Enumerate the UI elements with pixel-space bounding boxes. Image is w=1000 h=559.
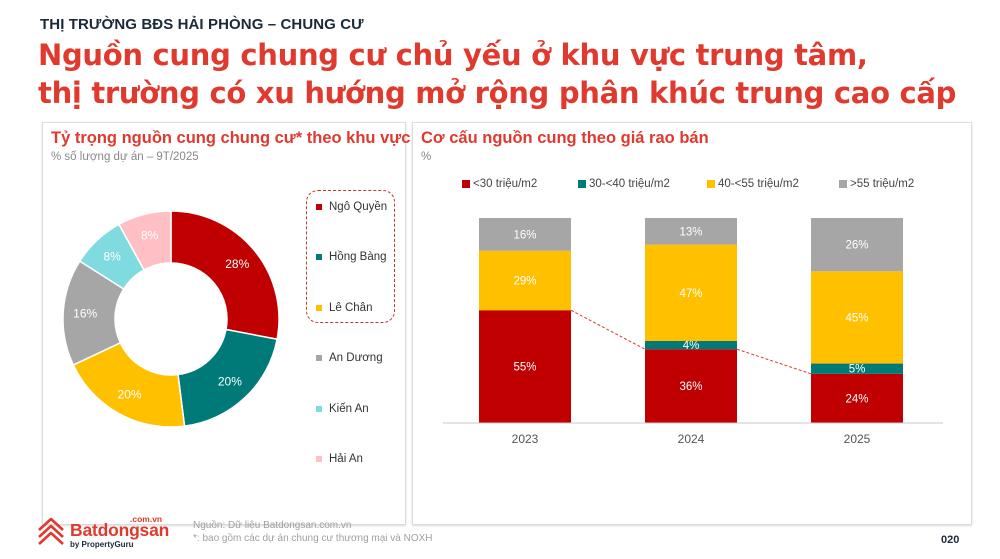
donut-chart-title: Tỷ trọng nguồn cung chung cư* theo khu v… [51, 129, 411, 147]
slice-label: 8% [103, 249, 121, 263]
segment-label: 16% [513, 229, 536, 241]
bar-legend-lt30: <30 triệu/m2 [462, 178, 537, 190]
bar-legend-30-40: 30-<40 triệu/m2 [578, 178, 670, 190]
legend-label: Lê Chân [329, 302, 373, 314]
donut-slice [117, 211, 172, 271]
slice-label: 20% [118, 387, 142, 401]
legend-item-an-duong: An Dương [316, 352, 383, 364]
slice-label: 16% [73, 307, 97, 321]
house-logo-icon [38, 517, 64, 545]
bar-segment [645, 349, 737, 423]
segment-label: 55% [513, 362, 536, 374]
bar-legend-gt55: >55 triệu/m2 [839, 178, 914, 190]
legend-swatch [316, 456, 322, 462]
bar-segment [811, 271, 903, 364]
slice-label: 28% [225, 257, 249, 271]
bar-segment [811, 363, 903, 374]
logo-domain: .com.vn [130, 514, 163, 524]
segment-label: 29% [513, 276, 536, 288]
bar-segment [811, 373, 903, 423]
logo-byline: by PropertyGuru [70, 540, 134, 549]
donut-slice [170, 211, 280, 341]
bar-segment [645, 341, 737, 350]
legend-label: Kiến An [329, 403, 369, 415]
legend-label: <30 triệu/m2 [473, 178, 538, 190]
legend-swatch [839, 180, 847, 188]
headline-line-1: Nguồn cung chung cư chủ yếu ở khu vực tr… [38, 38, 868, 72]
legend-swatch [316, 254, 322, 260]
legend-label: Hồng Bàng [329, 251, 387, 263]
legend-swatch [578, 180, 586, 188]
legend-swatch [316, 355, 322, 361]
bar-segment [479, 310, 571, 423]
legend-swatch [462, 180, 470, 188]
x-axis-label: 2025 [844, 432, 871, 446]
segment-label: 47% [679, 288, 702, 300]
legend-label: Ngô Quyền [329, 201, 388, 213]
legend-swatch [316, 406, 322, 412]
x-axis-label: 2023 [512, 432, 539, 446]
legend-swatch [316, 305, 322, 311]
segment-label: 26% [845, 240, 868, 252]
legend-item-hai-an: Hải An [316, 453, 363, 465]
bar-chart-title: Cơ cấu nguồn cung theo giá rao bán [421, 129, 709, 147]
bar-segment [811, 218, 903, 272]
logo-name: Batdongsan [70, 520, 170, 540]
segment-label: 36% [679, 381, 702, 393]
legend-item-le-chan: Lê Chân [316, 302, 372, 314]
donut-chart-subtitle: % số lượng dự án – 9T/2025 [51, 151, 199, 163]
source-note: Nguồn: Dữ liệu Batdongsan.com.vn [193, 520, 352, 531]
bar-segment [479, 250, 571, 311]
bar-legend-40-55: 40-<55 triệu/m2 [707, 178, 799, 190]
bar-segment [645, 218, 737, 245]
legend-label: 40-<55 triệu/m2 [718, 178, 799, 190]
section-kicker: THỊ TRƯỜNG BĐS HẢI PHÒNG – CHUNG CƯ [40, 16, 364, 33]
legend-swatch [707, 180, 715, 188]
segment-label: 45% [845, 312, 868, 324]
footer-notes: Nguồn: Dữ liệu Batdongsan.com.vn *: bao … [193, 519, 433, 545]
price-structure-panel: Cơ cấu nguồn cung theo giá rao bán % <30… [412, 122, 972, 525]
trend-dashed-line [570, 309, 646, 350]
bar-segment [479, 218, 571, 251]
legend-label: >55 triệu/m2 [850, 178, 915, 190]
legend-label: 30-<40 triệu/m2 [589, 178, 670, 190]
segment-label: 13% [679, 226, 702, 238]
legend-label: An Dương [329, 352, 383, 364]
slice-label: 8% [141, 229, 159, 243]
segment-label: 5% [849, 364, 866, 376]
legend-item-kien-an: Kiến An [316, 403, 369, 415]
slice-label: 20% [218, 375, 242, 389]
legend-swatch [316, 204, 322, 210]
legend-item-ngo-quyen: Ngô Quyền [316, 201, 387, 213]
segment-label: 4% [683, 340, 700, 352]
bar-chart-subtitle: % [421, 151, 432, 163]
district-share-panel: Tỷ trọng nguồn cung chung cư* theo khu v… [42, 122, 410, 525]
segment-label: 24% [845, 393, 868, 405]
page-headline: Nguồn cung chung cư chủ yếu ở khu vực tr… [38, 36, 956, 112]
legend-label: Hải An [329, 453, 363, 465]
page-number: 020 [941, 534, 960, 546]
headline-line-2: thị trường có xu hướng mở rộng phân khúc… [38, 76, 957, 110]
legend-item-hong-bang: Hồng Bàng [316, 251, 387, 263]
x-axis-label: 2024 [678, 432, 705, 446]
stacked-bar-chart: 55% 29% 16% 2023 36% 4% 47% 13% 2024 24% 5% 45% 26% 2… [443, 218, 943, 446]
batdongsan-logo: .com.vn Batdongsan by PropertyGuru [36, 514, 176, 554]
highlight-dashed-box [306, 190, 395, 323]
donut-chart: 28% 20% 20% 16% 8% 8% [62, 211, 280, 428]
trend-dashed-line [736, 348, 812, 375]
bar-segment [645, 244, 737, 341]
footnote: *: bao gồm các dự án chung cư thương mại… [193, 533, 433, 544]
